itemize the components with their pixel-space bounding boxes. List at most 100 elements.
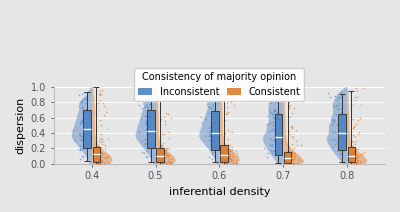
- Point: [202, 134, 209, 137]
- Point: [210, 104, 217, 108]
- Point: [269, 128, 276, 131]
- Point: [142, 106, 148, 109]
- Point: [98, 153, 104, 156]
- Point: [350, 156, 356, 160]
- Point: [272, 100, 278, 104]
- Point: [165, 155, 172, 158]
- Point: [286, 161, 293, 165]
- Point: [266, 143, 273, 146]
- Point: [208, 138, 215, 141]
- Point: [350, 159, 356, 162]
- Point: [208, 115, 214, 118]
- Point: [102, 156, 108, 159]
- Point: [222, 162, 229, 165]
- Point: [336, 122, 343, 125]
- Point: [94, 101, 101, 105]
- Point: [210, 107, 217, 110]
- Point: [351, 162, 358, 165]
- Point: [77, 144, 84, 148]
- Point: [287, 161, 293, 164]
- Point: [161, 152, 167, 155]
- Point: [296, 158, 302, 162]
- Point: [98, 158, 104, 162]
- Point: [100, 101, 107, 105]
- Point: [352, 86, 359, 90]
- Point: [97, 89, 103, 92]
- Point: [161, 156, 167, 160]
- Point: [223, 112, 230, 115]
- Point: [227, 157, 233, 161]
- Point: [291, 106, 298, 109]
- Point: [232, 149, 239, 153]
- Point: [352, 134, 358, 137]
- Point: [142, 123, 149, 126]
- Point: [80, 128, 87, 132]
- Point: [99, 151, 105, 154]
- Point: [159, 160, 165, 163]
- Point: [144, 133, 151, 137]
- Point: [145, 99, 152, 102]
- Point: [210, 98, 217, 101]
- Point: [333, 103, 340, 106]
- Point: [274, 100, 280, 103]
- Point: [286, 129, 292, 132]
- Point: [98, 151, 105, 155]
- Point: [141, 141, 148, 144]
- Point: [144, 122, 150, 126]
- Point: [141, 98, 148, 102]
- Point: [222, 155, 228, 159]
- Point: [353, 161, 359, 164]
- Point: [228, 159, 234, 162]
- Point: [159, 92, 165, 95]
- Point: [163, 146, 170, 150]
- Point: [82, 133, 88, 136]
- Point: [208, 142, 214, 145]
- Point: [230, 161, 236, 165]
- Point: [74, 147, 81, 151]
- Point: [228, 146, 235, 149]
- Point: [81, 145, 88, 149]
- Point: [166, 157, 172, 160]
- Point: [351, 124, 357, 128]
- Point: [289, 152, 295, 155]
- Point: [335, 122, 341, 125]
- Point: [209, 143, 215, 146]
- Point: [273, 129, 280, 132]
- Point: [83, 98, 90, 102]
- Point: [167, 162, 173, 165]
- Point: [146, 112, 152, 115]
- Point: [76, 149, 83, 152]
- Point: [100, 139, 106, 143]
- Point: [161, 116, 168, 119]
- Point: [143, 99, 150, 103]
- Point: [79, 105, 85, 109]
- Point: [96, 162, 102, 165]
- Point: [160, 161, 166, 164]
- Point: [79, 120, 86, 124]
- Point: [208, 121, 214, 125]
- Point: [286, 157, 292, 160]
- Point: [162, 150, 168, 154]
- Point: [209, 157, 216, 160]
- Point: [146, 122, 153, 126]
- Point: [98, 92, 104, 96]
- Point: [337, 139, 344, 142]
- Point: [290, 150, 296, 153]
- Point: [80, 91, 87, 94]
- Point: [288, 156, 294, 159]
- Point: [223, 161, 229, 164]
- Point: [286, 104, 292, 107]
- Point: [145, 130, 151, 134]
- Point: [95, 161, 101, 165]
- Point: [81, 117, 87, 120]
- Point: [269, 151, 276, 154]
- Point: [210, 98, 216, 101]
- Point: [225, 159, 231, 163]
- Point: [209, 152, 216, 155]
- Point: [146, 108, 152, 112]
- Point: [94, 149, 101, 152]
- Point: [207, 92, 213, 96]
- Point: [96, 160, 102, 164]
- Bar: [348, 147, 355, 162]
- Point: [209, 124, 216, 127]
